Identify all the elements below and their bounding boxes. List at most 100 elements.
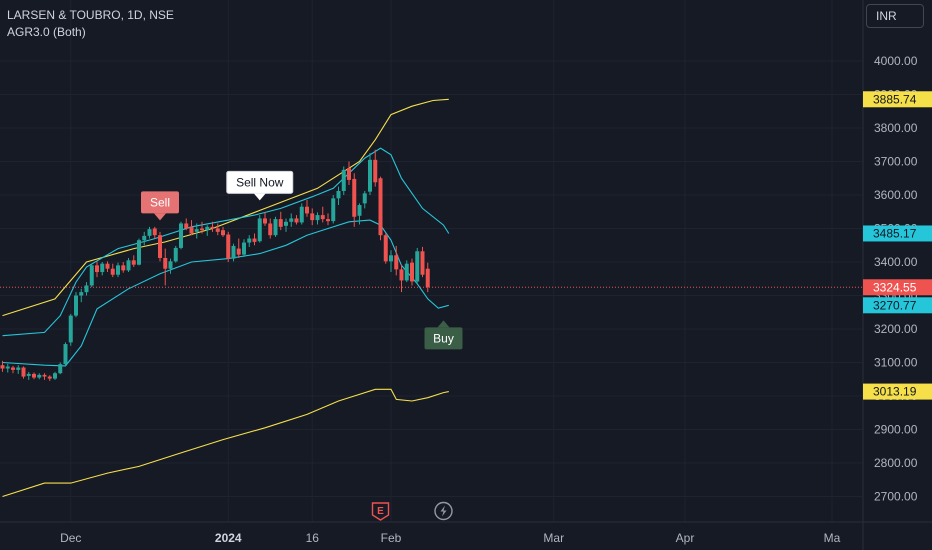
signal-buy[interactable]: Buy bbox=[424, 320, 463, 350]
candle bbox=[278, 211, 283, 231]
upper-band-line bbox=[2, 147, 450, 337]
price-tick-label: 3600.00 bbox=[874, 188, 918, 202]
candle bbox=[352, 173, 357, 227]
candle bbox=[63, 342, 68, 366]
price-tag-bg bbox=[863, 297, 932, 314]
candle bbox=[326, 213, 330, 226]
candle-body bbox=[173, 247, 178, 262]
currency-button[interactable]: INR bbox=[866, 4, 924, 28]
price-tag: 3013.19 bbox=[863, 383, 932, 400]
candle-body bbox=[5, 366, 10, 369]
time-tick-label: 2024 bbox=[215, 531, 242, 545]
candle bbox=[336, 186, 341, 206]
candle bbox=[121, 262, 126, 273]
candle bbox=[179, 221, 183, 250]
candle bbox=[289, 213, 294, 227]
candle-body bbox=[299, 206, 304, 223]
price-tick-label: 4000.00 bbox=[874, 54, 918, 68]
candle-body bbox=[137, 240, 141, 265]
candle-body bbox=[357, 205, 362, 216]
signal-label: Sell Now bbox=[236, 175, 284, 189]
candle bbox=[362, 190, 367, 209]
candle bbox=[68, 313, 73, 346]
signal-sell-now[interactable]: Sell Now bbox=[226, 170, 294, 201]
candle bbox=[100, 262, 105, 276]
candle-body bbox=[11, 367, 15, 370]
dividend-lightning-icon[interactable] bbox=[434, 501, 453, 521]
price-tag: 3270.77 bbox=[863, 297, 932, 314]
candle bbox=[116, 262, 120, 278]
candle-body bbox=[16, 367, 21, 370]
candle-body bbox=[189, 226, 194, 234]
time-tick-label: 16 bbox=[306, 531, 320, 545]
price-tag: 3485.17 bbox=[863, 225, 932, 242]
candle bbox=[383, 233, 388, 264]
candle bbox=[53, 371, 57, 380]
price-tick-label: 3400.00 bbox=[874, 255, 918, 269]
signal-sell[interactable]: Sell bbox=[141, 191, 179, 221]
candle bbox=[158, 231, 162, 262]
earnings-icon[interactable]: E bbox=[371, 502, 390, 521]
candle bbox=[299, 203, 304, 225]
candle-body bbox=[179, 223, 183, 248]
candle-body bbox=[347, 168, 351, 180]
candle bbox=[84, 282, 89, 296]
candle-body bbox=[205, 226, 210, 231]
candle-body bbox=[126, 260, 131, 271]
candle-body bbox=[58, 364, 63, 374]
candle bbox=[137, 238, 141, 266]
candle bbox=[221, 226, 225, 237]
candle-body bbox=[158, 235, 162, 258]
candle-body bbox=[215, 228, 220, 232]
price-tag-text: 3013.19 bbox=[873, 385, 917, 399]
earnings-shape bbox=[371, 502, 390, 521]
candle bbox=[294, 215, 299, 225]
candle bbox=[205, 225, 210, 236]
candle bbox=[331, 195, 336, 224]
candle bbox=[415, 247, 420, 283]
candle-body bbox=[294, 218, 299, 223]
candle-body bbox=[121, 265, 126, 271]
candle-body bbox=[194, 229, 199, 232]
candle bbox=[347, 161, 351, 185]
candle bbox=[42, 373, 47, 380]
price-tag-bg bbox=[863, 279, 932, 296]
candle bbox=[236, 238, 241, 258]
candle bbox=[357, 203, 362, 225]
symbol-title: LARSEN & TOUBRO, 1D, NSE bbox=[7, 8, 174, 22]
candle bbox=[425, 262, 430, 293]
candle bbox=[263, 212, 267, 226]
candle-body bbox=[142, 235, 147, 241]
time-tick-label: Ma bbox=[824, 531, 841, 545]
candle bbox=[200, 221, 204, 234]
signal-arrow bbox=[437, 320, 450, 328]
candle bbox=[142, 231, 147, 246]
indicator-legend[interactable]: AGR3.0 (Both) bbox=[7, 25, 86, 39]
candle-body bbox=[268, 223, 273, 236]
lower-band-line bbox=[2, 219, 449, 367]
candle-body bbox=[373, 159, 378, 183]
time-tick-label: Apr bbox=[676, 531, 695, 545]
candle-body bbox=[105, 263, 110, 269]
candle-body bbox=[257, 218, 262, 242]
candle bbox=[26, 371, 31, 380]
candle-body bbox=[221, 230, 225, 236]
candle-body bbox=[42, 374, 47, 377]
candle bbox=[305, 200, 309, 217]
signal-label: Buy bbox=[433, 331, 454, 345]
candle bbox=[58, 362, 63, 375]
candle-body bbox=[21, 367, 26, 377]
candle-body bbox=[326, 219, 330, 222]
candle-body bbox=[84, 285, 89, 293]
candle-body bbox=[168, 261, 173, 269]
time-tick-label: Feb bbox=[381, 531, 402, 545]
candle-body bbox=[263, 218, 267, 224]
candle-body bbox=[320, 215, 325, 220]
price-tick-label: 3100.00 bbox=[874, 356, 918, 370]
candle-body bbox=[200, 228, 204, 231]
candle-body bbox=[147, 229, 152, 236]
candle-body bbox=[420, 251, 425, 275]
candle bbox=[47, 375, 52, 381]
price-tag-bg bbox=[863, 91, 932, 108]
